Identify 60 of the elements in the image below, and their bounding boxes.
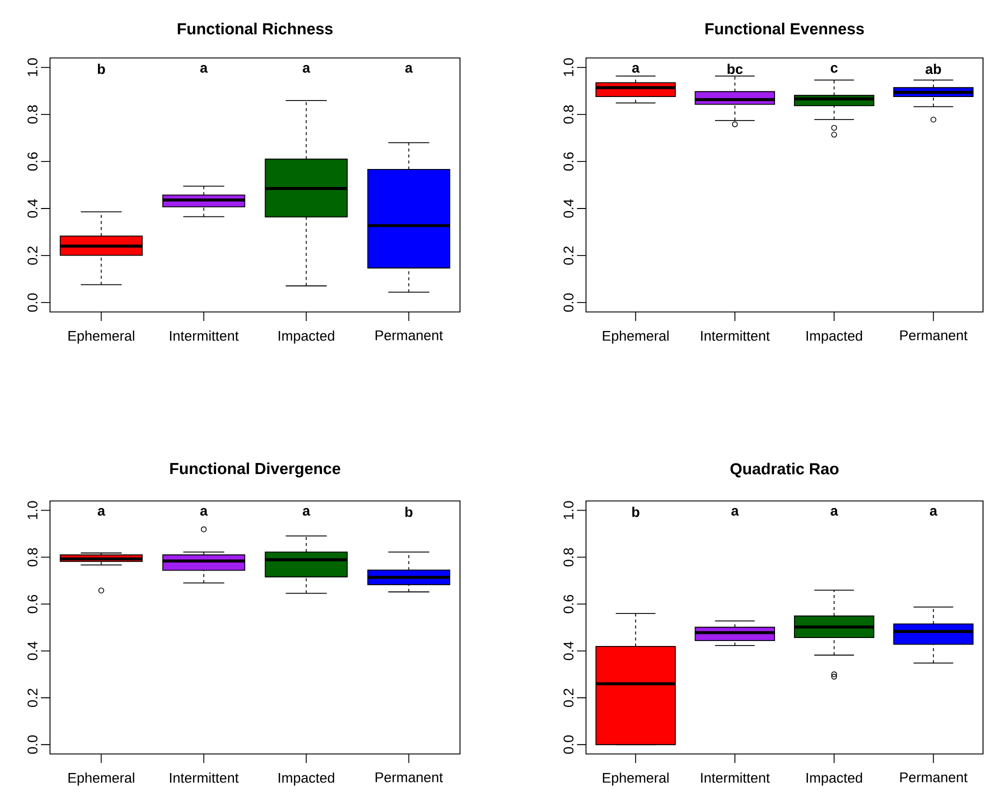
annotation: bc [728,64,743,74]
annotation: a [632,65,640,73]
x-tick-label: Ephemeral [68,330,134,344]
y-tick-label: 0.4 [28,642,38,660]
annotation: a [302,508,310,516]
annotation: a [830,508,838,516]
x-tick-label: Intermittent [170,330,239,341]
chart-title: Functional Evenness [706,22,864,34]
x-tick-label: Intermittent [701,330,770,341]
x-tick-label: Ephemeral [68,772,134,786]
x-tick-label: Permanent [900,330,968,340]
y-tick-label: 0.0 [564,735,574,754]
annotation: ab [926,64,941,74]
y-tick-label: 0.8 [28,548,38,566]
y-tick-label: 0.4 [564,642,574,660]
annotation: b [405,506,412,517]
annotation: a [405,65,413,73]
y-tick-label: 1.0 [28,501,38,520]
y-tick-label: 0.6 [564,152,574,171]
chart-title: Quadratic Rao [730,462,839,478]
annotation: a [930,508,938,516]
annotation: c [830,65,838,73]
y-tick-label: 0.0 [28,735,38,754]
chart-title: Functional Richness [178,22,333,34]
y-tick-label: 0.4 [564,199,574,218]
y-tick-label: 0.6 [564,594,574,614]
x-tick-label: Permanent [376,330,443,340]
x-tick-label: Intermittent [701,772,770,783]
y-tick-label: 0.0 [28,293,38,312]
y-tick-label: 0.8 [564,548,574,566]
annotation: a [731,508,739,516]
x-tick-label: Intermittent [170,772,239,783]
y-tick-label: 0.2 [28,688,38,707]
y-tick-label: 0.0 [564,293,574,312]
y-tick-label: 0.6 [28,152,38,171]
x-tick-label: Ephemeral [602,772,669,786]
y-tick-label: 1.0 [564,501,574,520]
y-tick-label: 0.8 [28,105,38,124]
y-tick-label: 0.2 [564,688,574,707]
x-tick-label: Permanent [900,772,968,782]
y-tick-label: 0.2 [28,246,38,265]
x-tick-label: Permanent [376,772,443,782]
x-tick-label: Impacted [278,772,334,786]
annotation: a [200,65,208,73]
y-tick-label: 0.6 [28,594,38,614]
y-tick-label: 1.0 [564,58,574,76]
y-tick-label: 1.0 [28,58,38,76]
x-tick-label: Impacted [806,772,862,786]
chart-title: Functional Divergence [170,462,340,478]
y-tick-label: 0.8 [564,105,574,124]
annotation: a [98,508,106,516]
annotation: b [98,64,105,74]
annotation: a [200,508,208,516]
annotation: b [632,506,640,517]
y-tick-label: 0.4 [28,199,38,218]
x-tick-label: Ephemeral [602,330,669,344]
x-tick-label: Impacted [278,330,334,344]
annotation: a [302,65,310,73]
x-tick-label: Impacted [806,330,862,344]
y-tick-label: 0.2 [564,246,574,265]
